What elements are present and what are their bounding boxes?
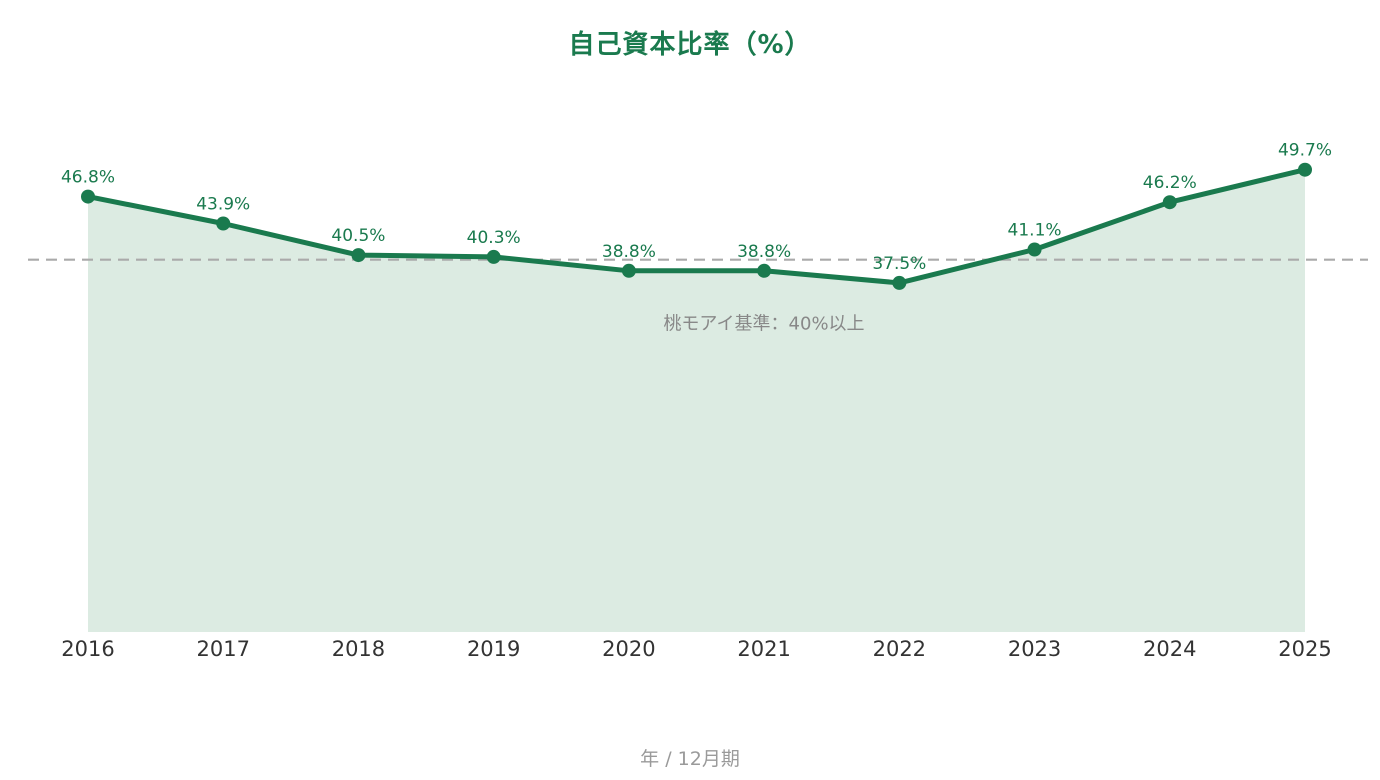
data-label: 46.8% <box>61 168 115 188</box>
data-label: 46.2% <box>1143 173 1197 193</box>
data-label: 43.9% <box>196 195 250 215</box>
x-tick-label: 2021 <box>737 637 790 661</box>
data-point <box>892 275 907 290</box>
data-label: 37.5% <box>872 254 926 274</box>
data-point <box>757 263 772 278</box>
x-tick-label: 2018 <box>332 637 385 661</box>
data-label: 38.8% <box>737 242 791 262</box>
reference-line-label: 桃モアイ基準：40%以上 <box>663 314 864 335</box>
data-label: 38.8% <box>602 242 656 262</box>
x-tick-label: 2019 <box>467 637 520 661</box>
data-point <box>351 248 366 263</box>
data-point <box>81 189 95 204</box>
data-label: 49.7% <box>1278 141 1332 161</box>
data-point <box>1162 195 1177 210</box>
data-labels-layer: 46.8% 43.9% 40.5% 40.3% 38.8% 38.8% 37.5% 41.1%… <box>61 141 1332 274</box>
data-points-layer <box>81 162 1312 290</box>
series-line-layer <box>85 167 1308 286</box>
x-tick-label: 2017 <box>196 637 249 661</box>
data-point <box>1027 242 1042 257</box>
series-line <box>85 167 1308 286</box>
x-tick-label: 2023 <box>1008 637 1061 661</box>
data-label: 40.5% <box>331 226 385 246</box>
x-axis-title: 年 / 12月期 <box>640 748 740 770</box>
x-tick-label: 2025 <box>1278 637 1331 661</box>
data-point <box>1298 162 1312 177</box>
data-label: 41.1% <box>1008 221 1062 241</box>
x-tick-label: 2020 <box>602 637 655 661</box>
x-tick-label: 2024 <box>1143 637 1196 661</box>
data-point <box>621 263 636 278</box>
data-point <box>486 249 501 264</box>
x-tick-label: 2016 <box>61 637 114 661</box>
x-axis-ticks: 2016 2017 2018 2019 2020 2021 2022 2023 2024 2025 <box>61 637 1331 661</box>
data-point <box>216 216 231 231</box>
x-tick-label: 2022 <box>873 637 926 661</box>
area-layer <box>88 169 1305 632</box>
data-label: 40.3% <box>467 228 521 248</box>
reference-line-layer: 桃モアイ基準：40%以上 <box>28 258 1368 335</box>
area-fill <box>88 169 1305 632</box>
chart-title: 自己資本比率（%） <box>568 30 812 60</box>
